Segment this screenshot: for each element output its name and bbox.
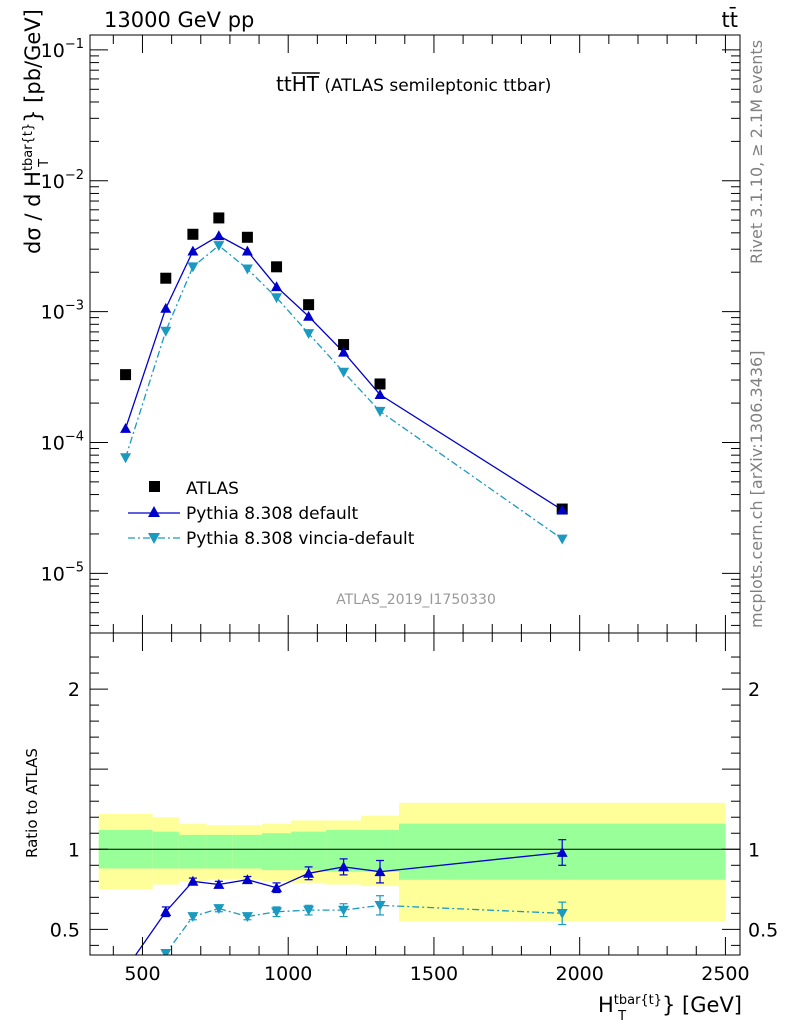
main-ytick-label: 10−1: [41, 37, 84, 62]
ratio-vincia-point: [271, 907, 283, 918]
uncertainty-band-inner: [206, 834, 233, 869]
ratio-ytick-label: 0.5: [50, 919, 80, 941]
default-point: [187, 245, 199, 256]
main-ytick-label: 10−5: [41, 560, 84, 585]
legend-atlas-marker: [149, 481, 160, 492]
uncertainty-band-inner: [291, 831, 327, 871]
xtick-label: 1000: [264, 963, 312, 985]
vincia-point: [241, 264, 253, 275]
plot-title: ttHT (ATLAS semileptonic ttbar): [276, 72, 551, 96]
ratio-frame: [89, 632, 741, 956]
ratio-vincia-point: [187, 912, 199, 923]
vincia-point: [120, 453, 132, 464]
ratio-default-point: [271, 882, 283, 893]
ratio-vincia-point: [303, 905, 315, 916]
mcplots-label: mcplots.cern.ch [arXiv:1306.3436]: [747, 351, 766, 628]
vincia-point: [160, 326, 172, 337]
atlas-point: [303, 299, 315, 311]
process-label: tt̄: [722, 7, 738, 32]
vincia-point: [187, 262, 199, 273]
main-ylabel: dσ / d Htbar{t}T} [pb/GeV]: [21, 9, 52, 254]
main-panel: 10−5 10−4 10−3 10−2 10−1 ttHT (ATLAS semilep…: [21, 9, 741, 634]
legend-default-marker: [148, 506, 160, 517]
vincia-point: [374, 406, 386, 417]
vincia-point: [213, 241, 225, 252]
xtick-label: 500: [124, 963, 160, 985]
legend-default-label: Pythia 8.308 default: [186, 504, 359, 524]
main-ytick-label: 10−2: [41, 168, 84, 193]
ratio-ytick-label-right: 1: [748, 839, 760, 861]
default-point: [241, 245, 253, 256]
default-point: [213, 230, 225, 241]
atlas-point: [271, 261, 283, 273]
plot-title-rest: (ATLAS semileptonic ttbar): [319, 76, 551, 96]
default-point: [374, 389, 386, 400]
xlabel: Htbar{t} T} [GeV]: [598, 993, 742, 1024]
ratio-series-line: [134, 851, 563, 955]
vincia-point: [271, 293, 283, 304]
uncertainty-band-inner: [178, 834, 207, 869]
ratio-default-point: [556, 846, 568, 857]
rivet-label: Rivet 3.1.10, ≥ 2.1M events: [747, 40, 766, 264]
plot-title-overline: HT: [292, 72, 320, 96]
ratio-default-point: [213, 879, 225, 889]
atlas-point: [338, 339, 350, 351]
atlas-point: [120, 369, 132, 381]
default-point: [556, 504, 568, 515]
legend-vincia-marker: [148, 533, 160, 544]
uncertainty-band-inner: [261, 833, 292, 871]
ratio-vincia-point: [374, 900, 386, 911]
series-line: [124, 235, 563, 511]
vincia-point: [303, 329, 315, 340]
atlas-point: [213, 212, 225, 224]
ratio-default-point: [160, 906, 172, 917]
ratio-default-point: [187, 875, 199, 886]
ratio-vincia-point: [241, 912, 253, 923]
legend: ATLAS Pythia 8.308 default Pythia 8.308 …: [128, 479, 415, 549]
ratio-ytick-label-right: 2: [748, 679, 760, 701]
default-point: [303, 310, 315, 321]
xtick-label: 2500: [701, 963, 749, 985]
plot-title-main: tt: [276, 72, 292, 96]
ratio-panel: 0.5 0.5 1 1 2 2 500 1000 1500 2000 2500 Ratio to …: [23, 632, 778, 1024]
atlas-point: [187, 228, 199, 240]
default-point: [271, 281, 283, 292]
analysis-id: ATLAS_2019_I1750330: [336, 592, 496, 608]
legend-vincia-label: Pythia 8.308 vincia-default: [186, 529, 415, 549]
vincia-point: [556, 534, 568, 545]
ratio-vincia-point: [213, 904, 225, 915]
main-ytick-label: 10−3: [41, 299, 84, 324]
default-point: [120, 422, 132, 433]
vincia-point: [338, 367, 350, 378]
atlas-point: [241, 231, 253, 243]
uncertainty-band-inner: [232, 834, 262, 869]
ratio-ytick-label-right: 0.5: [748, 919, 778, 941]
xtick-label: 2000: [556, 963, 604, 985]
ratio-default-point: [374, 866, 386, 877]
ratio-vincia-point: [338, 905, 350, 916]
default-point: [160, 302, 172, 313]
energy-label: 13000 GeV pp: [104, 8, 254, 32]
atlas-point: [160, 272, 172, 284]
ratio-default-point: [303, 867, 315, 878]
ratio-ytick-label: 2: [68, 679, 80, 701]
ratio-ytick-label: 1: [68, 839, 80, 861]
series-line: [124, 244, 563, 540]
ratio-vincia-point: [556, 908, 568, 919]
uncertainty-band-inner: [152, 831, 179, 869]
xtick-label: 1500: [410, 963, 458, 985]
ratio-default-point: [338, 861, 350, 872]
legend-atlas-label: ATLAS: [186, 479, 239, 499]
ratio-default-point: [241, 874, 253, 885]
ratio-vincia-point: [160, 948, 172, 955]
main-ytick-label: 10−4: [41, 429, 84, 454]
ratio-ylabel: Ratio to ATLAS: [23, 748, 41, 858]
atlas-point: [374, 378, 386, 390]
default-point: [338, 346, 350, 357]
